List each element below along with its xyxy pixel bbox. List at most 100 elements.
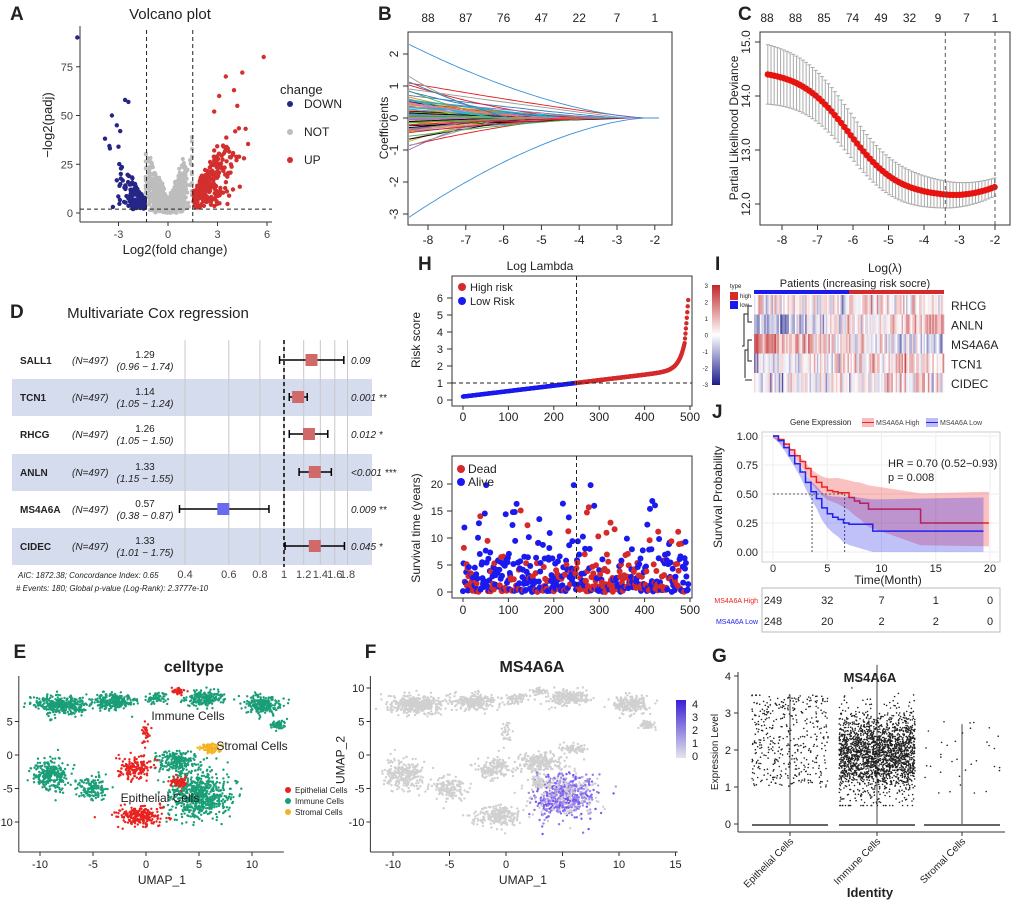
point-down [132,181,138,187]
x-tick-label: 0 [460,410,467,424]
risk-point [684,315,689,320]
point-down [117,161,122,167]
cell-point [120,694,123,698]
heatmap-cell [790,353,793,373]
heatmap-cell [811,295,813,315]
heatmap-cell [835,353,838,373]
cell-point [91,707,95,710]
heatmap-cell [854,373,857,393]
heatmap-cell [844,373,847,393]
y-tick-label: 5 [437,310,443,322]
heatmap-cell [870,353,873,373]
heatmap-cell [906,295,908,315]
heatmap-cell [936,334,939,354]
heatmap-cell [854,295,857,315]
heatmap-cell [794,334,797,354]
heatmap-cell [863,334,866,354]
point-not [189,163,194,168]
heatmap-cell [828,314,831,334]
x-tick-label: -5 [88,859,98,871]
cell-point [80,710,84,714]
alive-point [546,530,553,536]
alive-point [591,502,598,509]
heatmap-cell [778,334,781,354]
heatmap-cell [759,373,762,393]
cell-point [144,698,147,702]
y-tick-label: 1 [437,378,443,390]
heatmap-cell [756,373,759,393]
heatmap-cell [897,314,899,334]
alive-point [586,545,593,552]
point-up [215,144,220,149]
legend-label: NOT [304,125,330,139]
heatmap-cell [768,295,771,315]
heatmap-cell [756,334,759,354]
heatmap-cell [835,373,838,393]
heatmap-cell [863,353,866,373]
heatmap-cell [837,334,840,354]
dead-point [565,528,572,535]
x-tick-label: -7 [460,233,471,247]
confidence-interval: (0.38 − 0.87) [117,511,174,522]
heatmap-cell [870,334,873,354]
dead-point [675,528,682,535]
cell-point [197,697,201,700]
cell-point [22,705,26,709]
cell-point [68,703,72,706]
cell-point [73,701,77,704]
point-not [146,156,151,161]
heatmap-cell [780,295,783,315]
y-axis-label: Partial Likelihood Deviance [727,55,741,200]
cell-point [188,700,192,703]
heatmap-cell [811,373,813,393]
y-axis-label: −log2(padj) [40,92,55,157]
heatmap-cell [860,373,863,393]
cell-point [108,707,111,711]
heatmap-cell [787,295,790,315]
cell-point [48,711,51,714]
heatmap-cell [799,353,802,373]
alive-point [475,534,481,541]
cell-point [154,695,157,698]
cell-point [219,701,223,704]
heatmap-cell [860,295,863,315]
heatmap-cell [851,295,854,315]
heatmap-cell [768,334,771,354]
cell-point [190,702,193,705]
panel-b-lasso-coefficients: B 88 87 76 47 22 7 1-8 -7 -6 -5 -4 -3 -2210-1-2-3Log … [377,4,673,273]
top-count-label: 76 [497,11,511,25]
cell-point [23,702,27,705]
point-up [225,170,231,176]
heatmap-cell [859,295,861,315]
heatmap-cell [771,314,774,334]
cell-point [88,698,91,701]
heatmap-cell [932,353,935,373]
heatmap-cell [828,373,831,393]
gene-name: SALL1 [20,356,52,367]
heatmap-cell [873,353,876,373]
annotation-high [849,290,944,294]
heatmap-cell [802,353,804,373]
heatmap-cell [885,295,888,315]
heatmap-cell [892,295,895,315]
heatmap-cell [859,334,861,354]
cell-point [41,706,44,709]
cell-point [81,708,84,712]
heatmap-cell [787,334,790,354]
point-down [123,186,128,192]
x-tick-label: 5 [824,563,830,575]
heatmap-cell [904,373,907,393]
heatmap-cell [764,314,766,334]
point-down [114,123,120,128]
heatmap-cell [856,295,859,315]
heatmap-cell [764,295,766,315]
legend-label: Alive [468,475,494,489]
heatmap-cell [783,295,785,315]
heatmap-cell [787,314,790,334]
heatmap-cell [784,334,787,354]
heatmap-cell [825,334,828,354]
point-up [209,194,214,200]
heatmap-cell [930,314,933,334]
confidence-interval: (1.15 − 1.55) [117,474,174,485]
point-up [221,144,226,149]
